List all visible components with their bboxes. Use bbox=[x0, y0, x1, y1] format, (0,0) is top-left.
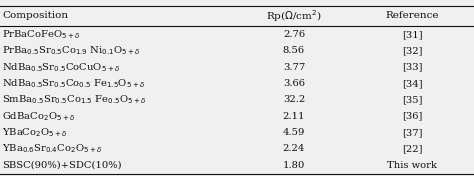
Text: 1.80: 1.80 bbox=[283, 161, 305, 170]
Text: PrBaCoFeO$_{5+\delta}$: PrBaCoFeO$_{5+\delta}$ bbox=[2, 28, 81, 41]
Text: [22]: [22] bbox=[402, 144, 423, 153]
Text: [35]: [35] bbox=[402, 95, 423, 104]
Text: 4.59: 4.59 bbox=[283, 128, 305, 137]
Text: NdBa$_{0.5}$Sr$_{0.5}$Co$_{0.5}$ Fe$_{1.5}$O$_{5+\delta}$: NdBa$_{0.5}$Sr$_{0.5}$Co$_{0.5}$ Fe$_{1.… bbox=[2, 77, 146, 90]
Text: Reference: Reference bbox=[386, 11, 439, 20]
Text: [36]: [36] bbox=[402, 112, 422, 121]
Text: SBSC(90%)+SDC(10%): SBSC(90%)+SDC(10%) bbox=[2, 161, 122, 170]
Text: Composition: Composition bbox=[2, 11, 69, 20]
Text: 8.56: 8.56 bbox=[283, 46, 305, 55]
Text: PrBa$_{0.5}$Sr$_{0.5}$Co$_{1.9}$ Ni$_{0.1}$O$_{5+\delta}$: PrBa$_{0.5}$Sr$_{0.5}$Co$_{1.9}$ Ni$_{0.… bbox=[2, 45, 141, 57]
Text: [31]: [31] bbox=[402, 30, 423, 39]
Text: YBaCo$_{2}$O$_{5+\delta}$: YBaCo$_{2}$O$_{5+\delta}$ bbox=[2, 126, 68, 139]
Text: Rp($\Omega$/cm$^{2}$): Rp($\Omega$/cm$^{2}$) bbox=[266, 8, 322, 24]
Text: GdBaCo$_{2}$O$_{5+\delta}$: GdBaCo$_{2}$O$_{5+\delta}$ bbox=[2, 110, 76, 123]
Text: 2.76: 2.76 bbox=[283, 30, 305, 39]
Text: [34]: [34] bbox=[402, 79, 423, 88]
Text: NdBa$_{0.5}$Sr$_{0.5}$CoCuO$_{5+\delta}$: NdBa$_{0.5}$Sr$_{0.5}$CoCuO$_{5+\delta}$ bbox=[2, 61, 120, 74]
Text: 2.24: 2.24 bbox=[283, 144, 305, 153]
Text: [32]: [32] bbox=[402, 46, 423, 55]
Text: YBa$_{0.6}$Sr$_{0.4}$Co$_{2}$O$_{5+\delta}$: YBa$_{0.6}$Sr$_{0.4}$Co$_{2}$O$_{5+\delt… bbox=[2, 142, 103, 155]
Text: 32.2: 32.2 bbox=[283, 95, 305, 104]
Text: This work: This work bbox=[387, 161, 438, 170]
Text: 2.11: 2.11 bbox=[283, 112, 305, 121]
Text: [37]: [37] bbox=[402, 128, 423, 137]
Text: 3.77: 3.77 bbox=[283, 63, 305, 72]
Text: 3.66: 3.66 bbox=[283, 79, 305, 88]
Text: [33]: [33] bbox=[402, 63, 423, 72]
Text: SmBa$_{0.5}$Sr$_{0.5}$Co$_{1.5}$ Fe$_{0.5}$O$_{5+\delta}$: SmBa$_{0.5}$Sr$_{0.5}$Co$_{1.5}$ Fe$_{0.… bbox=[2, 93, 147, 106]
